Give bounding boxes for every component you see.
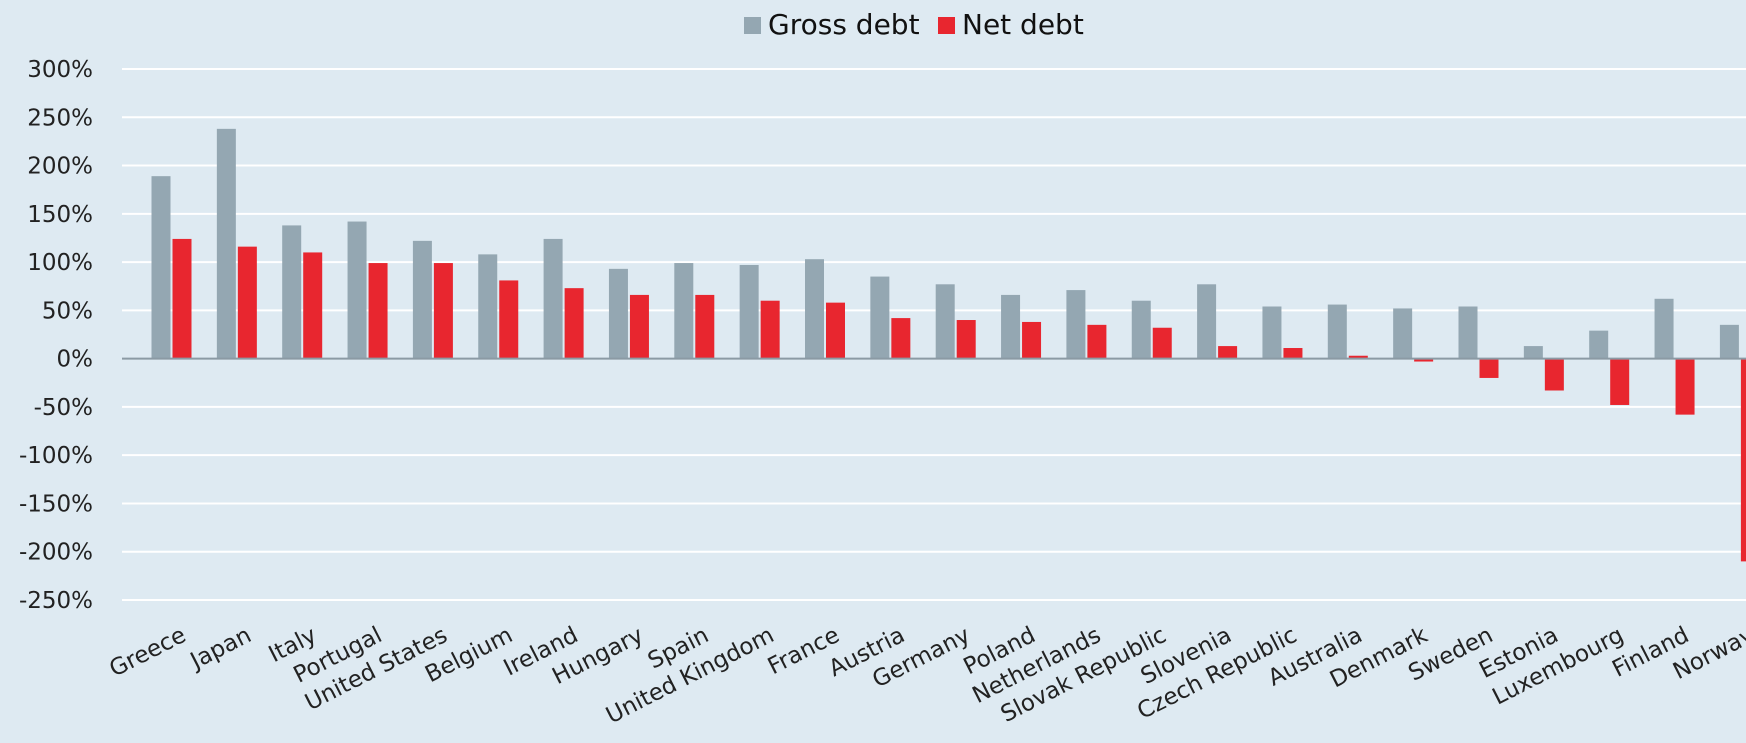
legend-swatch-gross-debt [744,17,761,34]
legend-label-gross-debt: Gross debt [768,8,920,41]
bar-net-debt-hungary [629,294,649,359]
y-tick-label: 0% [57,347,94,373]
bar-net-debt-germany [956,320,976,359]
y-tick-label: -50% [34,395,93,421]
bar-net-debt-belgium [499,280,519,359]
y-tick-label: 50% [42,298,93,324]
bar-gross-debt-ireland [543,238,563,359]
bar-gross-debt-germany [935,284,955,359]
y-tick-label: 200% [27,154,93,180]
bar-net-debt-norway [1740,358,1746,562]
bar-net-debt-poland [1022,321,1042,359]
y-tick-label: 150% [27,202,93,228]
bar-gross-debt-hungary [608,268,628,359]
y-tick-label: -250% [19,588,93,614]
bar-net-debt-czech-republic [1283,348,1303,359]
bar-gross-debt-portugal [347,221,367,359]
bar-net-debt-france [826,302,845,359]
bar-gross-debt-austria [870,276,890,359]
bar-gross-debt-luxembourg [1589,330,1609,359]
bar-gross-debt-italy [282,225,302,359]
y-axis: 300% 250% 200% 150% 100% 50% 0% -50% -100% -150% -… [19,57,93,614]
bar-gross-debt-belgium [478,254,498,359]
bar-gross-debt-japan [216,128,236,359]
bar-net-debt-australia [1348,355,1368,359]
y-tick-label: -100% [19,443,93,469]
bar-gross-debt-netherlands [1066,290,1086,359]
legend: Gross debt Net debt [744,8,1084,41]
bar-net-debt-greece [172,238,192,359]
bar-gross-debt-australia [1327,304,1347,359]
bar-net-debt-portugal [368,263,388,359]
x-tick-label-greece: Greece [105,622,190,682]
bar-net-debt-netherlands [1087,324,1107,359]
bar-gross-debt-norway [1719,324,1739,359]
y-tick-label: 300% [27,57,93,83]
bar-gross-debt-czech-republic [1262,306,1282,359]
bar-net-debt-denmark [1414,358,1434,362]
bar-gross-debt-sweden [1458,306,1478,359]
bar-gross-debt-spain [674,263,694,359]
bar-net-debt-united-states [433,263,453,359]
bar-gross-debt-finland [1654,298,1674,359]
y-tick-label: -150% [19,491,93,517]
bar-gross-debt-united-kingdom [739,264,759,359]
bar-net-debt-slovak-republic [1152,327,1172,359]
y-tick-label: 250% [27,105,93,131]
bar-net-debt-austria [891,318,911,359]
bar-gross-debt-france [805,259,824,359]
bar-net-debt-ireland [564,288,584,359]
bar-net-debt-finland [1675,358,1695,415]
legend-swatch-net-debt [938,17,955,34]
bar-gross-debt-poland [1001,294,1021,359]
bar-net-debt-sweden [1479,358,1499,378]
bar-net-debt-united-kingdom [760,300,780,359]
y-tick-label: -200% [19,540,93,566]
y-tick-label: 100% [27,250,93,276]
bar-gross-debt-united-states [412,240,432,359]
legend-label-net-debt: Net debt [962,8,1084,41]
bar-gross-debt-greece [151,176,171,359]
bar-gross-debt-denmark [1393,308,1413,359]
bar-net-debt-estonia [1544,358,1564,391]
x-tick-label-japan: Japan [185,622,256,675]
bar-gross-debt-estonia [1523,346,1543,359]
bar-gross-debt-slovak-republic [1131,300,1151,359]
bars [151,128,1746,562]
bar-net-debt-japan [237,246,257,359]
bar-net-debt-italy [303,252,323,359]
gridlines [122,68,1746,601]
bar-net-debt-slovenia [1218,346,1238,359]
bar-net-debt-luxembourg [1610,358,1630,405]
bar-net-debt-spain [695,294,715,359]
bar-gross-debt-slovenia [1197,284,1217,359]
